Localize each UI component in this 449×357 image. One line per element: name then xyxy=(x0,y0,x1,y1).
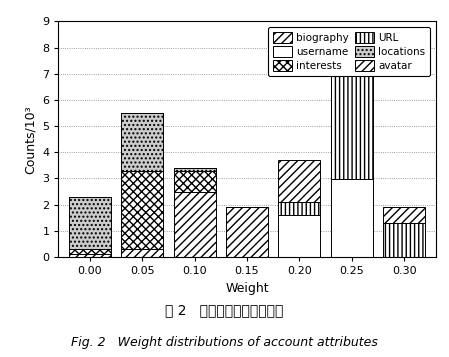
Bar xyxy=(278,160,320,202)
Bar xyxy=(121,249,163,257)
Bar xyxy=(121,171,163,249)
Bar xyxy=(383,207,425,223)
Bar xyxy=(331,47,373,178)
X-axis label: Weight: Weight xyxy=(225,282,269,295)
Bar xyxy=(331,178,373,257)
Text: 图 2   账号各属性的权重分布: 图 2 账号各属性的权重分布 xyxy=(165,303,284,318)
Bar xyxy=(174,168,216,171)
Bar xyxy=(121,113,163,171)
Bar xyxy=(383,223,425,257)
Bar xyxy=(69,197,111,249)
Bar xyxy=(69,249,111,255)
Bar xyxy=(278,215,320,257)
Legend: biography, username, interests, URL, locations, avatar: biography, username, interests, URL, loc… xyxy=(268,27,430,76)
Bar xyxy=(226,207,268,257)
Bar xyxy=(69,255,111,257)
Text: Fig. 2   Weight distributions of account attributes: Fig. 2 Weight distributions of account a… xyxy=(71,336,378,349)
Y-axis label: Counts/10³: Counts/10³ xyxy=(24,105,37,174)
Bar xyxy=(174,171,216,192)
Bar xyxy=(174,192,216,257)
Bar xyxy=(278,202,320,215)
